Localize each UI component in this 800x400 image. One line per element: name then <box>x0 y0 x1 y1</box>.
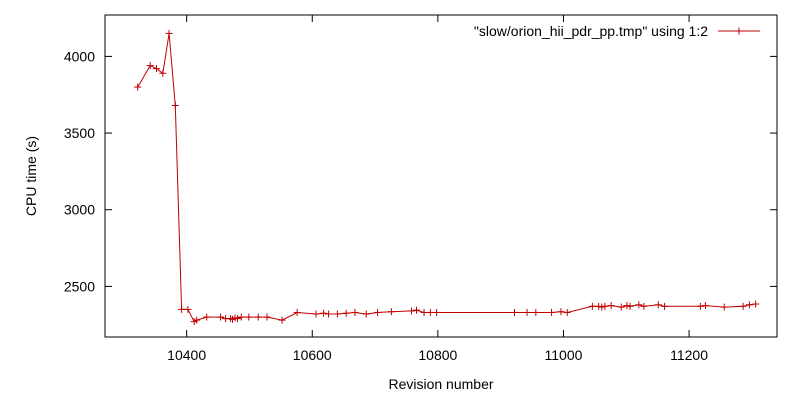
data-point <box>245 313 253 321</box>
data-point <box>342 309 350 317</box>
data-point <box>217 313 225 321</box>
data-point <box>420 308 428 316</box>
data-point <box>278 316 286 324</box>
data-point <box>184 305 192 313</box>
data-point <box>510 308 518 316</box>
data-point <box>601 302 609 310</box>
data-point <box>557 308 565 316</box>
data-point <box>640 302 648 310</box>
data-point <box>696 302 704 310</box>
data-point <box>523 308 531 316</box>
data-point <box>234 315 242 323</box>
data-point <box>171 101 179 109</box>
data-point <box>635 301 643 309</box>
data-point <box>607 302 615 310</box>
data-point <box>720 303 728 311</box>
y-tick-label: 4000 <box>64 48 95 64</box>
data-point <box>532 308 540 316</box>
data-point <box>413 306 421 314</box>
data-point <box>626 302 634 310</box>
data-point <box>374 308 382 316</box>
data-point <box>617 303 625 311</box>
data-point <box>426 308 434 316</box>
x-tick-label: 11000 <box>545 347 583 363</box>
data-point <box>152 65 160 73</box>
data-point <box>745 301 753 309</box>
data-point <box>320 309 328 317</box>
legend-marker-glyph <box>735 27 743 35</box>
data-point <box>193 316 201 324</box>
data-point <box>165 29 173 37</box>
data-point <box>146 62 154 70</box>
data-point <box>701 302 709 310</box>
data-point <box>203 313 211 321</box>
data-point <box>362 310 370 318</box>
data-point <box>433 308 441 316</box>
data-point <box>548 308 556 316</box>
data-point <box>752 300 760 308</box>
data-point <box>387 308 395 316</box>
ticks-layer <box>105 15 777 337</box>
x-tick-label: 10800 <box>418 347 457 363</box>
y-tick-label: 3000 <box>64 202 95 218</box>
y-tick-label: 2500 <box>64 278 95 294</box>
plot-frame <box>104 14 778 338</box>
data-point <box>254 313 262 321</box>
data-point <box>623 302 631 310</box>
data-point <box>739 302 747 310</box>
data-point <box>654 301 662 309</box>
data-point <box>661 302 669 310</box>
legend-marker <box>735 27 743 35</box>
data-point <box>351 308 359 316</box>
data-point <box>159 69 167 77</box>
series-layer <box>134 29 760 326</box>
x-tick-label: 10400 <box>167 347 206 363</box>
data-point <box>407 307 415 315</box>
data-point <box>598 303 606 311</box>
y-axis-label: CPU time (s) <box>23 136 39 216</box>
data-point <box>134 83 142 91</box>
data-point <box>588 302 596 310</box>
data-point <box>293 308 301 316</box>
legend: "slow/orion_hii_pdr_pp.tmp" using 1:2 <box>474 23 760 39</box>
data-point <box>563 308 571 316</box>
x-tick-label: 10600 <box>293 347 332 363</box>
labels-layer: 10400 10600 10800 11000 11200 2500 3000 3500 400… <box>64 48 708 363</box>
data-point <box>237 313 245 321</box>
data-point <box>263 313 271 321</box>
data-point <box>333 310 341 318</box>
legend-label: "slow/orion_hii_pdr_pp.tmp" using 1:2 <box>474 23 708 39</box>
data-point <box>178 305 186 313</box>
y-tick-label: 3500 <box>64 125 95 141</box>
x-tick-label: 11200 <box>670 347 708 363</box>
data-point <box>595 302 603 310</box>
x-axis-label: Revision number <box>388 376 493 392</box>
data-point <box>312 310 320 318</box>
data-point <box>325 310 333 318</box>
